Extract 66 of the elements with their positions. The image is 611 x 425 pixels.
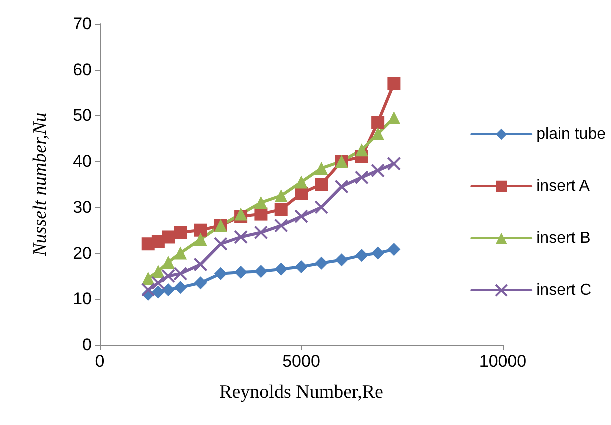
x-tick-label: 10000 [479, 352, 527, 371]
point [295, 260, 308, 274]
y-tick-label: 0 [82, 336, 92, 354]
point [371, 164, 386, 178]
point [315, 256, 328, 270]
y-tick-label: 70 [73, 14, 92, 34]
point [388, 243, 401, 256]
point [315, 162, 328, 175]
y-tick-label: 30 [73, 198, 92, 217]
point [234, 208, 248, 221]
point [162, 256, 176, 269]
point [387, 156, 402, 171]
point [174, 281, 188, 294]
point [162, 269, 176, 284]
x-tick-label: 5000 [282, 352, 320, 371]
point [151, 276, 166, 290]
point [254, 196, 268, 210]
point [372, 116, 385, 130]
point [194, 258, 208, 272]
point [152, 286, 165, 299]
point [152, 265, 165, 278]
point [214, 237, 228, 252]
point [314, 200, 329, 214]
point [194, 276, 208, 290]
point [174, 226, 188, 240]
point [274, 203, 288, 216]
point [274, 189, 288, 202]
point [234, 230, 248, 244]
point [254, 226, 268, 240]
point [162, 283, 176, 296]
y-tick-label: 40 [73, 152, 92, 172]
point [234, 266, 248, 280]
y-tick-label: 10 [73, 290, 92, 309]
point [355, 144, 368, 157]
point [194, 233, 208, 246]
point [335, 254, 348, 267]
legend-label: insert C [536, 282, 592, 299]
point [355, 249, 368, 262]
point [274, 218, 288, 233]
y-axis-title: Nusselt number,Nu [30, 112, 51, 258]
legend-label: plain tube [536, 126, 606, 143]
point [295, 176, 308, 189]
point [194, 224, 208, 237]
point [294, 210, 308, 224]
point [254, 265, 268, 278]
legend-label: insert B [536, 230, 591, 247]
x-axis-title: Reynolds Number,Re [220, 382, 384, 403]
point [388, 77, 401, 90]
point [174, 246, 188, 260]
point [334, 180, 349, 194]
y-tick-label: 50 [73, 106, 92, 126]
point [274, 262, 288, 276]
legend-label: insert A [536, 178, 590, 195]
point [174, 266, 188, 281]
point [214, 267, 228, 280]
point [372, 246, 385, 260]
y-tick-label: 20 [73, 244, 92, 263]
point [141, 282, 156, 297]
y-tick-label: 60 [73, 60, 92, 80]
x-tick-label: 0 [95, 352, 105, 371]
point [388, 112, 401, 125]
point [372, 128, 385, 141]
point [162, 230, 176, 244]
point [142, 272, 155, 286]
point [315, 178, 328, 191]
point [354, 170, 369, 185]
